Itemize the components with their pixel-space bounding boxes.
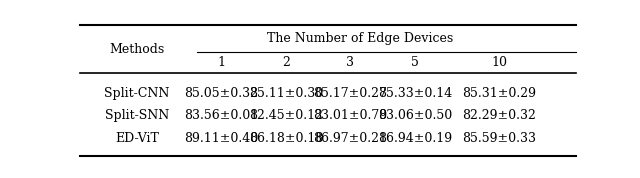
Text: 1: 1 — [218, 56, 225, 69]
Text: 3: 3 — [346, 56, 355, 69]
Text: 86.97±0.21: 86.97±0.21 — [314, 132, 387, 145]
Text: 2: 2 — [282, 56, 290, 69]
Text: 85.11±0.30: 85.11±0.30 — [249, 87, 323, 100]
Text: 85.31±0.29: 85.31±0.29 — [462, 87, 536, 100]
Text: 82.29±0.32: 82.29±0.32 — [462, 109, 536, 122]
Text: Split-SNN: Split-SNN — [105, 109, 169, 122]
Text: 89.11±0.40: 89.11±0.40 — [184, 132, 259, 145]
Text: 83.06±0.50: 83.06±0.50 — [378, 109, 452, 122]
Text: Methods: Methods — [109, 43, 164, 56]
Text: 86.94±0.19: 86.94±0.19 — [378, 132, 452, 145]
Text: 86.18±0.18: 86.18±0.18 — [249, 132, 323, 145]
Text: 83.56±0.01: 83.56±0.01 — [184, 109, 259, 122]
Text: 5: 5 — [411, 56, 419, 69]
Text: 85.05±0.32: 85.05±0.32 — [184, 87, 259, 100]
Text: 85.59±0.33: 85.59±0.33 — [462, 132, 536, 145]
Text: ED-ViT: ED-ViT — [115, 132, 159, 145]
Text: 82.45±0.12: 82.45±0.12 — [249, 109, 323, 122]
Text: 10: 10 — [491, 56, 507, 69]
Text: The Number of Edge Devices: The Number of Edge Devices — [267, 32, 453, 45]
Text: 83.01±0.79: 83.01±0.79 — [313, 109, 387, 122]
Text: Split-CNN: Split-CNN — [104, 87, 170, 100]
Text: 85.17±0.27: 85.17±0.27 — [314, 87, 387, 100]
Text: 85.33±0.14: 85.33±0.14 — [378, 87, 452, 100]
